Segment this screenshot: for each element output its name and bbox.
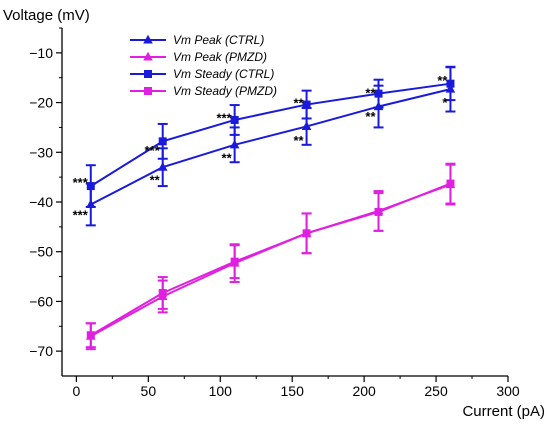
series-line [90,88,451,206]
x-tick-label: 300 [496,383,520,399]
significance-label: ** [293,96,304,111]
data-point [157,161,168,171]
data-point [374,89,383,98]
y-tick-label: −60 [29,293,53,309]
series-line [90,182,451,337]
data-point [302,100,311,109]
significance-label: * [442,95,448,110]
legend-label: Vm Peak (PMZD) [173,50,267,64]
x-tick-label: 250 [424,383,448,399]
data-point [374,207,383,216]
legend-marker [144,87,152,95]
data-point [302,229,311,238]
series-line [90,183,451,338]
series-2 [85,163,456,351]
legend-marker [144,70,152,78]
data-point [86,331,95,340]
y-tick-label: −50 [29,244,53,260]
y-tick-label: −70 [29,343,53,359]
data-point [158,288,167,297]
legend-marker [143,34,153,44]
y-tick-label: −30 [29,144,53,160]
x-tick-label: 100 [209,383,233,399]
significance-label: *** [216,110,232,125]
data-point [229,139,240,149]
significance-label: ** [437,73,448,88]
significance-label: *** [73,175,89,190]
significance-label: ** [222,150,233,165]
significance-label: *** [145,143,161,158]
data-point [86,182,95,191]
legend: Vm Peak (CTRL) Vm Peak (PMZD) Vm Steady (C… [130,33,277,98]
legend-marker [143,51,153,61]
x-tick-label: 50 [141,383,157,399]
data-point [230,257,239,266]
x-axis-title: Current (pA) [462,403,545,420]
legend-label: Vm Steady (CTRL) [173,67,274,81]
series-4 [85,162,456,349]
y-tick-label: −20 [29,95,53,111]
legend-label: Vm Peak (CTRL) [173,33,264,47]
significance-label: *** [73,207,89,222]
y-tick-label: −40 [29,194,53,210]
data-point [301,121,312,130]
series-line [90,82,451,187]
data-point [158,137,167,146]
data-point [230,115,239,124]
y-tick-label: −10 [29,45,53,61]
significance-label: ** [293,133,304,148]
x-tick-label: 200 [352,383,376,399]
data-point [446,79,455,88]
x-tick-label: 150 [281,383,305,399]
series-3 [85,66,456,208]
significance-label: ** [365,109,376,124]
data-point [446,179,455,188]
significance-label: ** [365,86,376,101]
plot-area: 0 50 100 150 200 250 300 −70 −60 −50 −40 −30 −20 −10 *… [29,27,520,399]
legend-label: Vm Steady (PMZD) [173,84,277,98]
significance-label: ** [150,173,161,188]
y-axis-title: Voltage (mV) [3,7,90,24]
x-tick-label: 0 [72,383,80,399]
